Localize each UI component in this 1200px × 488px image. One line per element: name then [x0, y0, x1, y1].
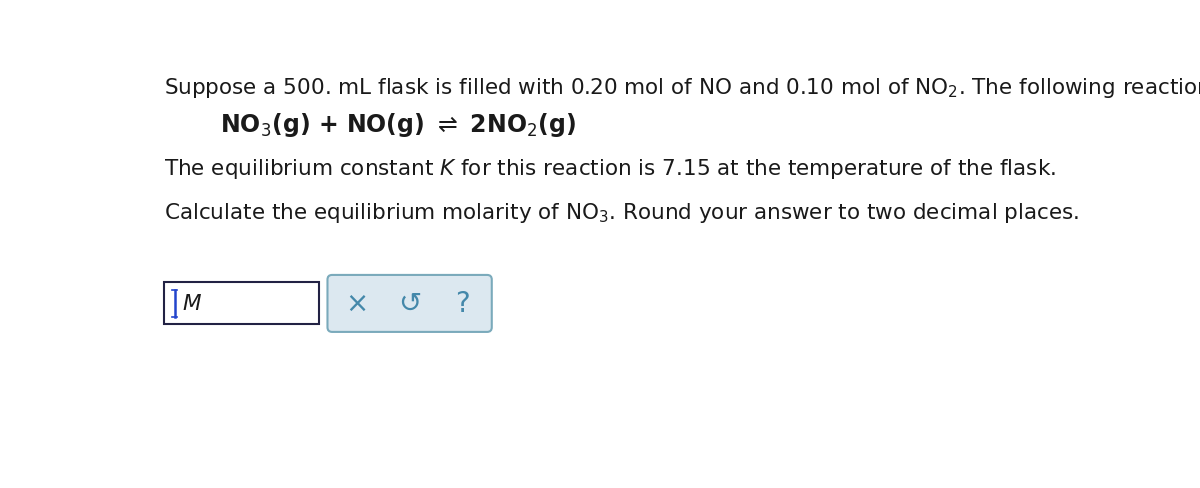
Text: ?: ? [455, 290, 469, 318]
Text: NO$_3$(g) + NO(g) $\rightleftharpoons$ 2NO$_2$(g): NO$_3$(g) + NO(g) $\rightleftharpoons$ 2… [220, 111, 576, 139]
Text: The equilibrium constant $K$ for this reaction is 7.15 at the temperature of the: The equilibrium constant $K$ for this re… [164, 157, 1056, 181]
Text: Calculate the equilibrium molarity of NO$_3$. Round your answer to two decimal p: Calculate the equilibrium molarity of NO… [164, 201, 1079, 225]
FancyBboxPatch shape [164, 282, 319, 324]
Text: M: M [182, 294, 202, 314]
Text: Suppose a 500. mL flask is filled with 0.20 mol of NO and 0.10 mol of NO$_2$. Th: Suppose a 500. mL flask is filled with 0… [164, 76, 1200, 100]
Text: ×: × [346, 290, 368, 318]
FancyBboxPatch shape [328, 275, 492, 332]
Text: ↺: ↺ [398, 290, 421, 318]
